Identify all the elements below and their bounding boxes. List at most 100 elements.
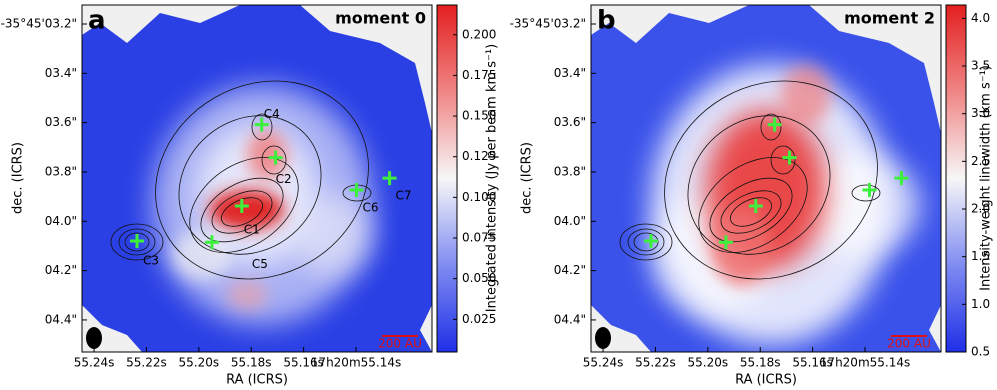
contour bbox=[698, 157, 808, 253]
panel-title: moment 0 bbox=[335, 9, 426, 28]
map-emission bbox=[209, 190, 285, 230]
x-tick-label: 55.18s bbox=[740, 356, 781, 370]
source-label: C4 bbox=[264, 107, 280, 121]
x-tick-label: 17h20m55.14s bbox=[820, 356, 910, 370]
contour bbox=[178, 115, 322, 255]
panel-title: moment 2 bbox=[844, 9, 935, 28]
y-axis-title: dec. (ICRS) bbox=[520, 142, 535, 214]
contour bbox=[687, 115, 831, 255]
colorbar-tick-label: 0.100 bbox=[462, 190, 496, 204]
contour bbox=[709, 177, 793, 243]
map-emission bbox=[172, 230, 232, 280]
contour bbox=[261, 145, 287, 175]
colorbar-tick-label: 4.0 bbox=[971, 11, 990, 25]
colorbar-tick-label: 1.5 bbox=[971, 249, 990, 263]
beam bbox=[595, 327, 611, 349]
colorbar-tick-label: 1.0 bbox=[971, 297, 990, 311]
contour bbox=[110, 223, 164, 261]
contour bbox=[189, 157, 299, 253]
contour bbox=[124, 232, 150, 252]
plot-frame bbox=[81, 4, 433, 353]
source-marker bbox=[204, 235, 219, 250]
colorbar-tick-label: 0.050 bbox=[462, 271, 496, 285]
y-tick-label: 03.6" bbox=[554, 115, 586, 129]
colorbar-tick-label: 2.5 bbox=[971, 154, 990, 168]
colorbar-tick-label: 0.5 bbox=[971, 345, 990, 359]
source-marker bbox=[130, 234, 145, 249]
contour bbox=[627, 228, 665, 256]
y-tick-label: 03.8" bbox=[554, 164, 586, 178]
colorbar-tick-label: 0.200 bbox=[462, 27, 496, 41]
colorbar-tick-label: 3.0 bbox=[971, 106, 990, 120]
y-tick-label: 04.2" bbox=[554, 263, 586, 277]
x-tick-label: 55.22s bbox=[635, 356, 676, 370]
scale-bar-label: 200 AU bbox=[378, 337, 422, 351]
x-axis-title: RA (ICRS) bbox=[226, 373, 288, 388]
colorbar bbox=[436, 4, 458, 353]
y-tick-label: -35°45'03.2" bbox=[510, 16, 586, 30]
map-emission bbox=[711, 205, 771, 285]
y-tick-label: 03.4" bbox=[554, 66, 586, 80]
colorbar-tick-label: 2.0 bbox=[971, 202, 990, 216]
source-label: C6 bbox=[363, 200, 379, 214]
source-label: C7 bbox=[396, 189, 412, 203]
x-axis-title: RA (ICRS) bbox=[735, 373, 797, 388]
contour bbox=[720, 190, 782, 234]
colorbar-title: Intensity-weight linewidth (km s⁻¹) bbox=[979, 65, 994, 291]
contour bbox=[251, 113, 273, 141]
x-tick-label: 55.24s bbox=[583, 356, 624, 370]
map-image bbox=[82, 5, 432, 352]
panel-label: a bbox=[88, 6, 106, 36]
colorbar-tick-label: 0.150 bbox=[462, 109, 496, 123]
contour bbox=[730, 197, 772, 227]
contour bbox=[664, 80, 878, 280]
source-marker bbox=[643, 234, 658, 249]
y-tick-label: 04.0" bbox=[554, 214, 586, 228]
source-marker bbox=[862, 182, 877, 197]
contour bbox=[633, 232, 659, 252]
plot-frame bbox=[590, 4, 942, 353]
colorbar-tick-label: 0.175 bbox=[462, 68, 496, 82]
x-tick-label: 17h20m55.14s bbox=[311, 356, 401, 370]
y-tick-label: 04.2" bbox=[45, 263, 77, 277]
y-tick-label: 04.0" bbox=[45, 214, 77, 228]
x-tick-label: 55.20s bbox=[179, 356, 220, 370]
colorbar-title: Integrated intensity (Jy per beam km s⁻¹… bbox=[485, 44, 500, 312]
x-tick-label: 55.16s bbox=[283, 356, 324, 370]
source-marker bbox=[234, 198, 249, 213]
contour bbox=[200, 177, 284, 243]
map-emission bbox=[801, 155, 921, 255]
y-tick-label: 03.4" bbox=[45, 66, 77, 80]
source-label: C5 bbox=[252, 257, 268, 271]
y-tick-label: 03.6" bbox=[45, 115, 77, 129]
x-tick-label: 55.16s bbox=[792, 356, 833, 370]
source-marker bbox=[767, 117, 782, 132]
y-tick-label: -35°45'03.2" bbox=[1, 16, 77, 30]
source-marker bbox=[894, 171, 909, 186]
panel-label: b bbox=[597, 6, 616, 36]
contour bbox=[118, 228, 156, 256]
colorbar-tick-label: 0.075 bbox=[462, 231, 496, 245]
contour bbox=[760, 113, 782, 141]
source-marker bbox=[782, 150, 797, 165]
contour bbox=[619, 223, 673, 261]
source-marker bbox=[382, 171, 397, 186]
beam bbox=[86, 327, 102, 349]
contour bbox=[221, 197, 263, 227]
colorbar-tick-label: 3.5 bbox=[971, 59, 990, 73]
colorbar-tick-label: 0.125 bbox=[462, 149, 496, 163]
source-label: C2 bbox=[276, 172, 292, 186]
x-tick-label: 55.18s bbox=[231, 356, 272, 370]
contour bbox=[155, 80, 369, 280]
source-marker bbox=[349, 182, 364, 197]
y-tick-label: 04.4" bbox=[45, 312, 77, 326]
scale-bar-label: 200 AU bbox=[887, 337, 931, 351]
colorbar-tick-label: 0.025 bbox=[462, 312, 496, 326]
source-marker bbox=[268, 150, 283, 165]
contour bbox=[851, 184, 881, 202]
source-label: C3 bbox=[143, 254, 159, 268]
x-tick-label: 55.24s bbox=[74, 356, 115, 370]
y-axis-title: dec. (ICRS) bbox=[11, 142, 26, 214]
contour bbox=[211, 190, 273, 234]
